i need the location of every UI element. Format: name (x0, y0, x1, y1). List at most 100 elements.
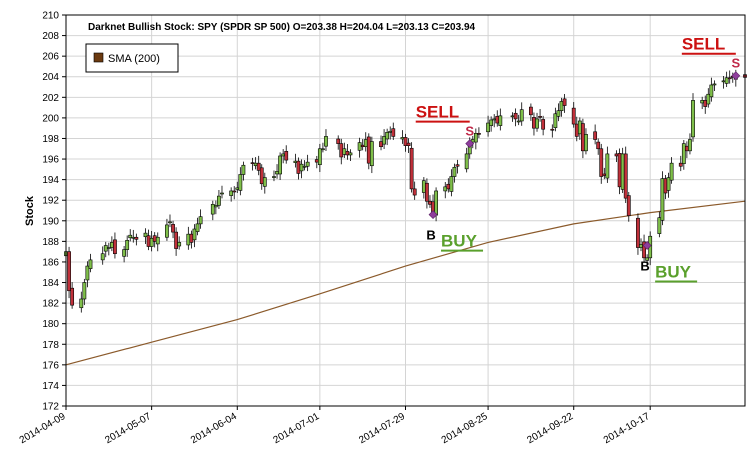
candle-body (171, 224, 175, 233)
candle-body (541, 119, 546, 130)
chart-title: Darknet Bullish Stock: SPY (SPDR SP 500)… (88, 22, 476, 33)
candle-body (241, 164, 246, 175)
candle-body (278, 155, 282, 175)
y-tick-label: 178 (42, 340, 59, 351)
candles (64, 68, 747, 313)
candle-body (660, 178, 665, 221)
candle-body (250, 162, 255, 164)
candle-body (109, 242, 114, 248)
y-tick-label: 194 (42, 175, 59, 186)
y-tick-label: 198 (42, 134, 59, 145)
candle-body (691, 100, 695, 138)
buy-label: BUY (441, 232, 478, 251)
candle-body (177, 242, 182, 247)
y-tick-label: 208 (42, 31, 59, 42)
candle-body (131, 236, 136, 239)
candle-body (614, 153, 619, 157)
candle-body (305, 161, 310, 167)
candle-body (155, 236, 160, 245)
y-tick-label: 190 (42, 216, 59, 227)
candle-body (70, 287, 75, 306)
signal-markers: B BUY S SELL B BUY S SELL (415, 35, 741, 283)
candle-body (82, 282, 87, 300)
y-axis: 172 174 176 178 180 182 184 186 188 190 192 194 196 1… (42, 11, 66, 413)
candle-body (272, 176, 276, 178)
candle-body (198, 216, 203, 225)
candle-body (122, 249, 127, 257)
candle-body (626, 195, 631, 216)
candle-body (379, 141, 383, 148)
candle-body (259, 167, 264, 185)
candle-body (128, 234, 133, 239)
candle-body (348, 152, 353, 156)
candle-body (382, 136, 386, 145)
candle-body (678, 162, 683, 167)
y-tick-label: 192 (42, 196, 59, 207)
candle-body (516, 120, 521, 123)
candle-body (79, 298, 84, 309)
candle-body (657, 217, 662, 234)
candle-body (495, 116, 500, 124)
candle-body (195, 223, 200, 232)
candle-body (669, 162, 674, 181)
candle-body (443, 186, 448, 192)
sell-marker (731, 71, 741, 81)
candle-body (712, 83, 717, 86)
candle-body (529, 106, 533, 116)
candle-body (412, 188, 417, 196)
candle-body (580, 123, 585, 152)
candle-body (452, 166, 457, 177)
candle-body (510, 115, 515, 118)
candle-body (125, 240, 130, 250)
candle-body (605, 153, 610, 179)
legend: SMA (200) (85, 43, 179, 73)
candle-body (724, 77, 729, 84)
candle-body (314, 159, 319, 163)
buy-letter: B (640, 258, 649, 273)
candle-body (553, 113, 558, 128)
candle-body (146, 235, 151, 247)
candle-body (275, 171, 279, 175)
candle-body (455, 164, 460, 167)
candle-body (703, 100, 708, 107)
y-tick-label: 180 (42, 319, 59, 330)
candle-body (174, 231, 179, 249)
candle-body (642, 241, 646, 259)
candle-body (709, 84, 714, 98)
candle-body (143, 232, 148, 238)
candle-body (262, 177, 267, 187)
candle-body (360, 144, 365, 148)
candle-body (473, 133, 478, 143)
candle-body (67, 251, 71, 292)
candle-body (238, 174, 243, 191)
candle-body (700, 100, 705, 104)
candle-body (345, 151, 350, 156)
candle-body (88, 259, 93, 269)
candle-body (235, 187, 240, 190)
candle-body (369, 141, 374, 167)
candle-body (192, 228, 197, 241)
candle-body (391, 128, 396, 137)
y-tick-label: 174 (42, 381, 59, 392)
candle-body (256, 162, 261, 171)
candle-body (281, 153, 286, 157)
candle-body (706, 93, 711, 105)
buy-label: BUY (655, 262, 692, 281)
candle-body (559, 101, 564, 111)
candle-body (519, 109, 524, 122)
candle-body (152, 235, 157, 242)
y-tick-label: 186 (42, 257, 59, 268)
candle-body (688, 139, 692, 152)
y-tick-label: 210 (42, 11, 59, 22)
y-tick-label: 172 (42, 402, 59, 413)
candle-body (324, 136, 328, 147)
y-tick-label: 182 (42, 299, 59, 310)
sell-label: SELL (416, 103, 459, 122)
candle-body (357, 142, 362, 151)
candle-body (636, 217, 640, 248)
candle-body (210, 204, 215, 215)
candle-body (550, 128, 555, 131)
legend-swatch (93, 52, 104, 63)
candle-body (620, 153, 625, 190)
candle-body (562, 98, 567, 106)
